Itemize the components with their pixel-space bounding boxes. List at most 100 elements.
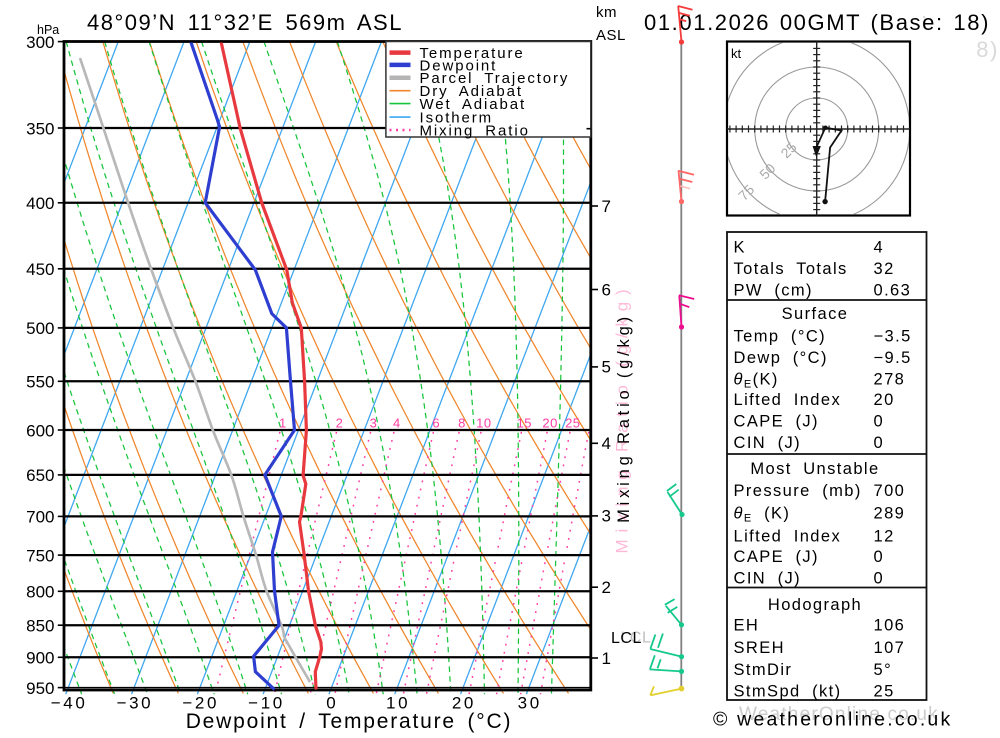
svg-text:107: 107: [874, 639, 906, 657]
svg-text:0: 0: [874, 413, 885, 431]
svg-text:CAPE (J): CAPE (J): [734, 413, 819, 431]
svg-text:Temp (°C): Temp (°C): [734, 328, 827, 346]
svg-text:Pressure (mb): Pressure (mb): [734, 482, 862, 500]
svg-text:kt: kt: [731, 46, 742, 61]
svg-text::: :: [921, 8, 927, 33]
svg-text:Dewpoint: Dewpoint: [420, 57, 498, 74]
svg-text:6: 6: [432, 416, 440, 431]
svg-text:StmSpd (kt): StmSpd (kt): [734, 683, 842, 701]
svg-text:20: 20: [542, 416, 557, 431]
svg-text:Mixing Ratio (g/kg): Mixing Ratio (g/kg): [615, 313, 633, 523]
svg-text:500: 500: [26, 319, 54, 338]
svg-text:20: 20: [452, 694, 476, 713]
svg-text:289: 289: [874, 505, 906, 523]
svg-text:10: 10: [476, 416, 491, 431]
svg-text:6: 6: [602, 280, 612, 299]
svg-text:15: 15: [517, 416, 532, 431]
svg-text:1: 1: [602, 649, 612, 668]
svg-text:10: 10: [386, 694, 410, 713]
svg-text:0: 0: [874, 548, 885, 566]
svg-text:350: 350: [26, 119, 54, 138]
svg-text:5°: 5°: [874, 661, 893, 679]
svg-text:300: 300: [26, 33, 54, 52]
svg-text:Dewpoint / Temperature (°C): Dewpoint / Temperature (°C): [186, 710, 513, 733]
svg-text:Mixing Ratio: Mixing Ratio: [420, 122, 530, 139]
svg-text:K: K: [734, 239, 746, 257]
svg-text:Mixing Ratio (g/kg): Mixing Ratio (g/kg): [613, 283, 632, 554]
svg-text:850: 850: [26, 617, 54, 636]
svg-text:700: 700: [874, 482, 906, 500]
svg-text:−10: −10: [248, 694, 285, 713]
svg-text:1: 1: [279, 416, 287, 431]
svg-text:Hodograph: Hodograph: [768, 596, 862, 614]
svg-text:Dewp (°C): Dewp (°C): [734, 349, 828, 367]
svg-text:950: 950: [26, 679, 54, 698]
svg-text:© weatheronline.co.uk: © weatheronline.co.uk: [713, 709, 952, 731]
svg-text:3: 3: [602, 507, 612, 526]
svg-text:ASL: ASL: [596, 27, 626, 44]
svg-text:25: 25: [874, 683, 895, 701]
svg-text:700: 700: [26, 508, 54, 527]
svg-text:SREH: SREH: [734, 639, 785, 657]
svg-text:4: 4: [874, 239, 885, 257]
svg-text:600: 600: [26, 421, 54, 440]
svg-text:4: 4: [602, 434, 612, 453]
svg-text:5: 5: [602, 358, 612, 377]
svg-text:750: 750: [26, 546, 54, 565]
svg-text:3: 3: [370, 416, 378, 431]
svg-text:800: 800: [26, 583, 54, 602]
svg-text:0: 0: [874, 570, 885, 588]
svg-text:StmDir: StmDir: [734, 661, 793, 679]
svg-text:Lifted Index: Lifted Index: [734, 391, 842, 409]
svg-text:θE (K): θE (K): [734, 505, 791, 525]
svg-text:30: 30: [518, 694, 542, 713]
svg-text:4: 4: [393, 416, 401, 431]
svg-text:550: 550: [26, 373, 54, 392]
svg-text:20: 20: [874, 391, 895, 409]
svg-text:01.01.2026 00GMT (Base: 18): 01.01.2026 00GMT (Base: 18): [644, 10, 990, 35]
svg-text:0: 0: [326, 694, 338, 713]
svg-text:2: 2: [602, 578, 612, 597]
svg-text:PW (cm): PW (cm): [734, 281, 813, 299]
svg-text:Lifted Index: Lifted Index: [734, 528, 842, 546]
svg-text:LCL: LCL: [621, 630, 652, 647]
svg-text:Surface: Surface: [782, 305, 849, 323]
svg-text:Parcel Trajectory: Parcel Trajectory: [420, 70, 570, 87]
svg-text:Wet Adiabat: Wet Adiabat: [420, 96, 527, 113]
svg-text:Temperature: Temperature: [420, 45, 525, 62]
svg-text:25: 25: [565, 416, 580, 431]
svg-text:8): 8): [976, 37, 999, 62]
svg-text:−9.5: −9.5: [874, 349, 912, 367]
svg-text:400: 400: [26, 194, 54, 213]
svg-text:CIN (J): CIN (J): [734, 434, 802, 452]
svg-text:CIN (J): CIN (J): [734, 570, 802, 588]
svg-text:48°09’N 11°32’E 569m ASL: 48°09’N 11°32’E 569m ASL: [87, 10, 403, 35]
svg-text:278: 278: [874, 371, 906, 389]
svg-text:Most Unstable: Most Unstable: [750, 460, 879, 478]
svg-text:hPa: hPa: [37, 23, 59, 37]
svg-text:Dry Adiabat: Dry Adiabat: [420, 83, 523, 100]
svg-text:EH: EH: [734, 617, 760, 635]
svg-text:32: 32: [874, 260, 895, 278]
svg-text:450: 450: [26, 260, 54, 279]
svg-text:LCL: LCL: [611, 630, 642, 647]
svg-text:−30: −30: [117, 694, 154, 713]
svg-text:−20: −20: [182, 694, 219, 713]
svg-text:650: 650: [26, 466, 54, 485]
svg-text:km: km: [596, 4, 617, 21]
svg-text:CAPE (J): CAPE (J): [734, 548, 819, 566]
svg-text:7: 7: [602, 197, 612, 216]
svg-text:0: 0: [874, 434, 885, 452]
svg-text:−40: −40: [51, 694, 88, 713]
svg-text:2: 2: [336, 416, 344, 431]
svg-text:Isotherm: Isotherm: [420, 110, 494, 127]
svg-text:8: 8: [458, 416, 466, 431]
svg-text:12: 12: [874, 528, 895, 546]
svg-text:Totals Totals: Totals Totals: [734, 260, 848, 278]
svg-text:900: 900: [26, 649, 54, 668]
svg-text:0.63: 0.63: [874, 281, 912, 299]
svg-text:106: 106: [874, 617, 906, 635]
svg-text:θE(K): θE(K): [734, 371, 779, 391]
svg-text:WeatherOnline.co.uk: WeatherOnline.co.uk: [739, 704, 939, 725]
svg-text:−3.5: −3.5: [874, 328, 912, 346]
